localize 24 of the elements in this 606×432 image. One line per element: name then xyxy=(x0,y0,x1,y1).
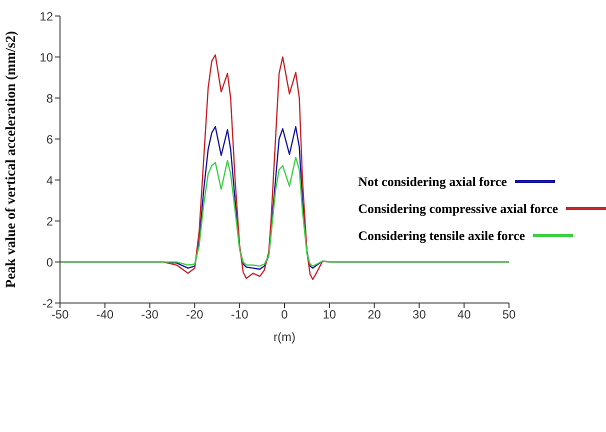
x-tick-label: -40 xyxy=(96,308,114,322)
x-tick-label: 40 xyxy=(457,308,472,322)
y-tick-label: 8 xyxy=(46,91,54,106)
y-tick-label: 12 xyxy=(40,9,54,24)
x-tick-label: 10 xyxy=(322,308,336,322)
y-axis-title: Peak value of vertical acceleration (mm/s2) xyxy=(4,30,19,288)
x-tick-label: -50 xyxy=(51,308,69,322)
x-tick-label: -20 xyxy=(186,308,204,322)
x-tick-label: 30 xyxy=(412,308,426,322)
x-axis-title: r(m) xyxy=(274,330,296,344)
x-tick-label: 0 xyxy=(281,308,288,322)
x-tick-label: 20 xyxy=(368,308,382,322)
y-tick-label: 2 xyxy=(46,214,54,228)
y-tick-label: -2 xyxy=(42,296,54,310)
x-tick-label: 50 xyxy=(502,308,516,322)
y-tick-label: 4 xyxy=(46,173,54,188)
x-tick-label: -10 xyxy=(230,308,249,322)
legend-label: Considering tensile axile force xyxy=(358,228,526,244)
x-tick-label: -30 xyxy=(141,308,159,322)
y-tick-label: 6 xyxy=(46,132,54,146)
legend-label: Considering compressive axial force xyxy=(358,200,558,216)
y-tick-label: 10 xyxy=(40,50,54,64)
legend-label: Not considering axial force xyxy=(358,174,507,190)
y-tick-label: 0 xyxy=(46,255,54,270)
